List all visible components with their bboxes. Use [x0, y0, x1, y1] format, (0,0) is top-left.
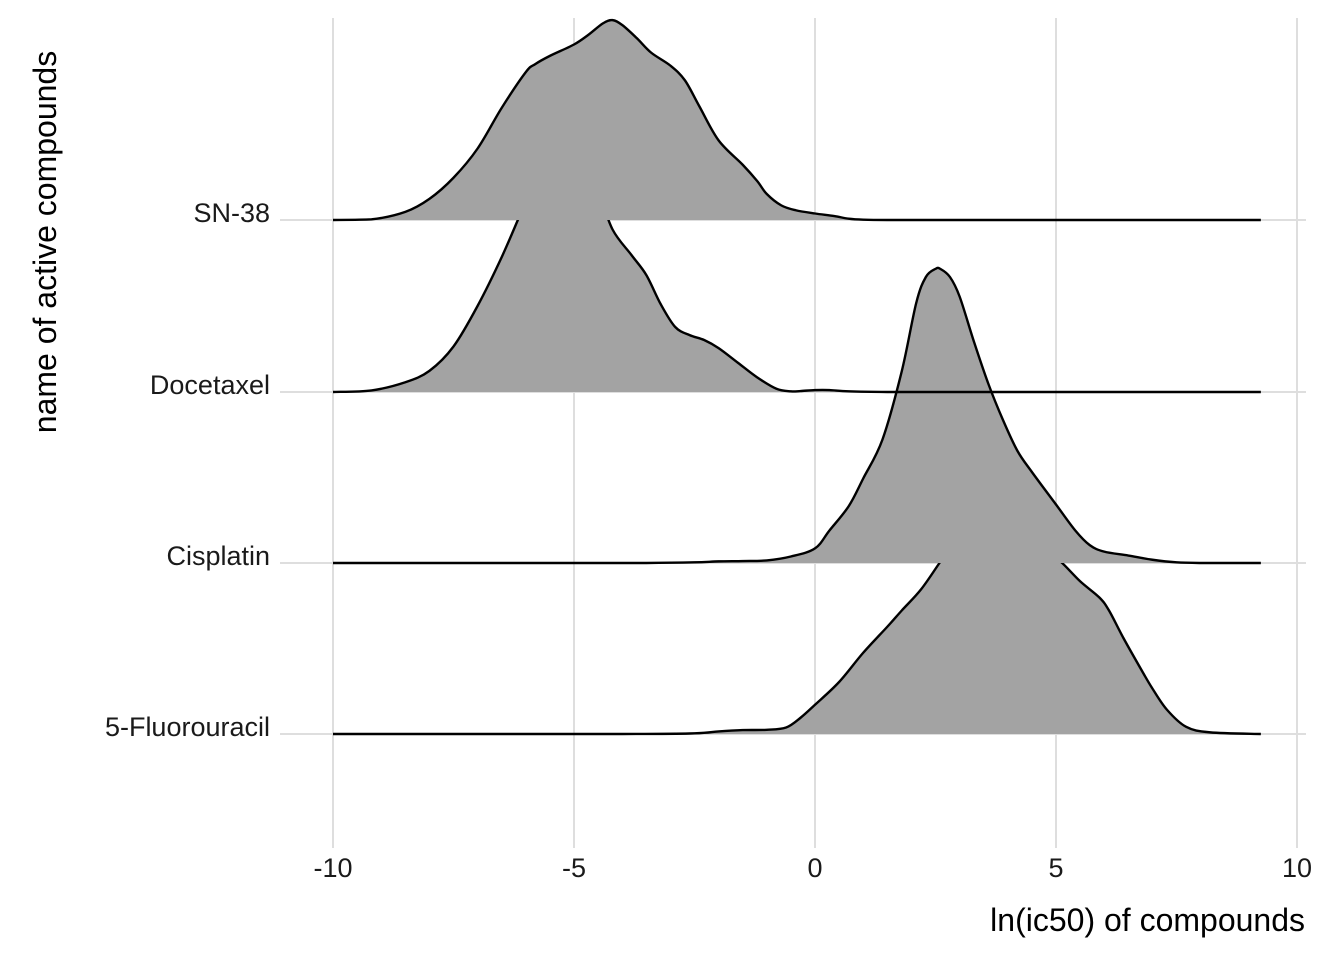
ridge-fill: [333, 20, 1261, 220]
ridge-fill: [333, 267, 1261, 563]
ridge-5-fluorouracil: [333, 515, 1261, 736]
ridge-sn-38: [332, 18, 1261, 222]
ridge-outline: [332, 266, 1261, 565]
x-tick-labels: -10 -5 0 5 10: [313, 853, 1312, 883]
ridge-outline: [332, 164, 1261, 394]
x-tick-label: 10: [1282, 853, 1312, 883]
y-tick-labels: SN-38 Docetaxel Cisplatin 5-Fluorouracil: [105, 198, 270, 742]
ridge-outline: [332, 18, 1261, 222]
ridge-fill: [333, 516, 1261, 734]
y-tick-label: SN-38: [193, 198, 270, 228]
y-tick-label: 5-Fluorouracil: [105, 712, 270, 742]
x-tick-label: 5: [1048, 853, 1063, 883]
y-axis-title: name of active compounds: [27, 51, 63, 433]
x-tick-label: 0: [807, 853, 822, 883]
y-tick-label: Cisplatin: [166, 541, 270, 571]
y-tick-label: Docetaxel: [150, 370, 270, 400]
ridge-docetaxel: [332, 164, 1261, 394]
ridge-fill: [333, 166, 1261, 392]
ridges: [332, 18, 1261, 736]
x-tick-label: -10: [313, 853, 352, 883]
x-tick-label: -5: [562, 853, 586, 883]
x-axis-title: ln(ic50) of compounds: [990, 902, 1305, 938]
ridge-cisplatin: [332, 266, 1261, 565]
